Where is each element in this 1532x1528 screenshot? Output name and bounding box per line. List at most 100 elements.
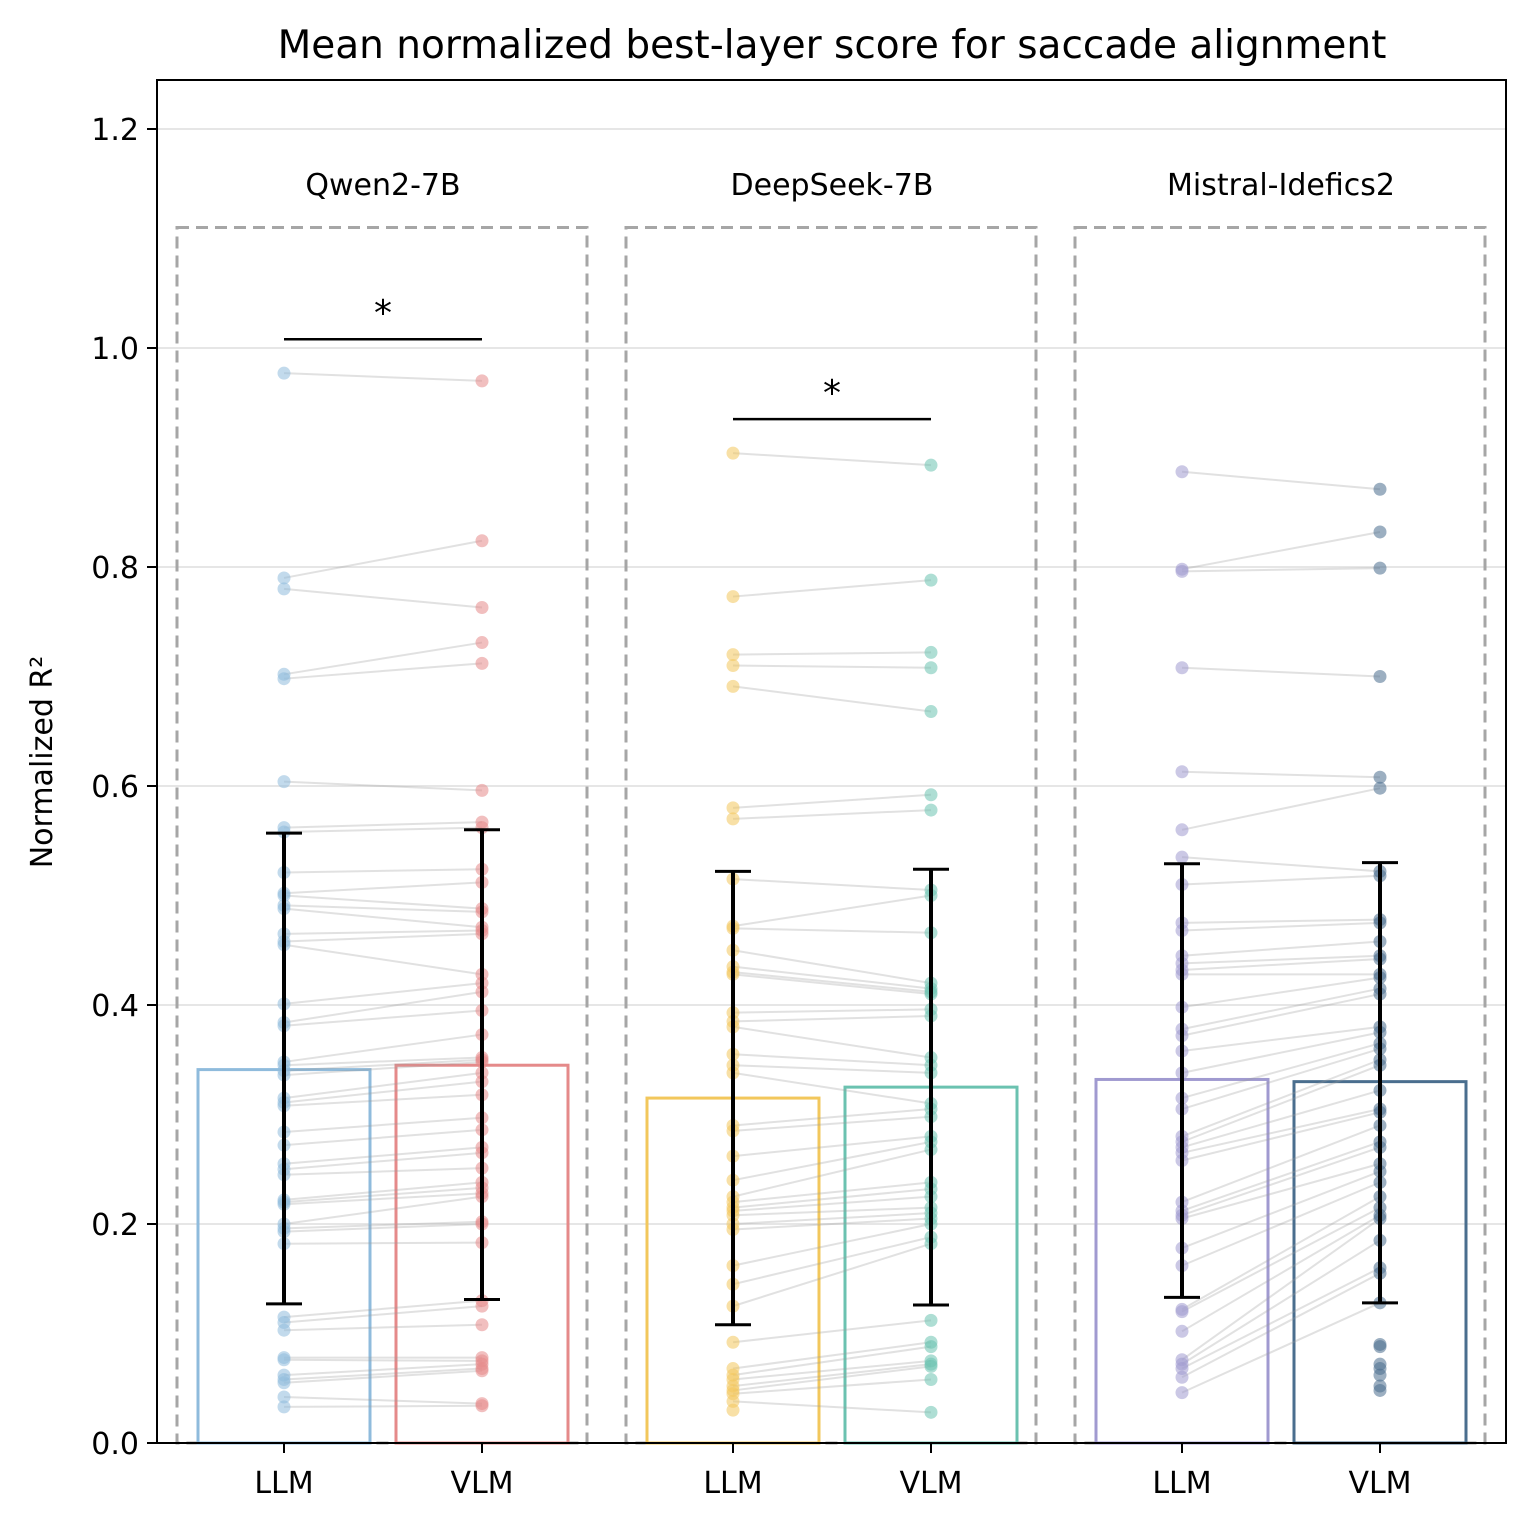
paired-line: [732, 685, 932, 713]
group-label: Qwen2-7B: [305, 168, 460, 203]
data-point: [1175, 465, 1189, 479]
x-tick-label: VLM: [450, 1466, 513, 1501]
data-point: [475, 374, 489, 388]
paired-line: [283, 539, 483, 579]
paired-line: [1181, 856, 1381, 873]
y-tick-label: 0.2: [91, 1208, 139, 1243]
paired-line: [283, 1009, 483, 1027]
paired-line: [732, 1359, 932, 1381]
data-point: [924, 645, 938, 659]
paired-line: [732, 793, 932, 809]
data-point: [475, 534, 489, 548]
paired-line: [732, 1008, 932, 1014]
data-point: [924, 1405, 938, 1419]
paired-line: [732, 1014, 932, 1023]
paired-line: [1181, 1162, 1381, 1220]
paired-line: [732, 452, 932, 467]
paired-line: [283, 904, 483, 913]
data-point: [1175, 661, 1189, 675]
paired-line: [732, 1064, 932, 1074]
data-point: [726, 659, 740, 673]
paired-line: [1181, 954, 1381, 965]
paired-line: [283, 1396, 483, 1405]
data-point: [1373, 770, 1387, 784]
data-point: [726, 812, 740, 826]
paired-line: [1181, 1140, 1381, 1212]
paired-lines: [283, 372, 1381, 1414]
data-point: [475, 1299, 489, 1313]
paired-line: [732, 1053, 932, 1067]
paired-line: [283, 1369, 483, 1384]
paired-line: [283, 982, 483, 1005]
paired-line: [732, 1378, 932, 1395]
error-bars: [266, 828, 1398, 1327]
paired-line: [283, 990, 483, 1024]
group-label: Mistral-Idefics2: [1167, 168, 1395, 203]
paired-line: [283, 1128, 483, 1147]
paired-line: [732, 809, 932, 820]
paired-line: [283, 1404, 483, 1408]
paired-line: [1181, 1064, 1381, 1143]
paired-line: [283, 881, 483, 895]
paired-line: [283, 1181, 483, 1201]
paired-line: [1181, 770, 1381, 779]
data-point: [1373, 561, 1387, 575]
y-tick-label: 0.0: [91, 1427, 139, 1462]
plot-frame: [156, 79, 1507, 1444]
y-tick-label: 0.8: [91, 551, 139, 586]
data-point: [277, 582, 291, 596]
paired-line: [283, 821, 483, 829]
paired-line: [283, 894, 483, 910]
paired-line: [283, 1056, 483, 1067]
paired-line: [283, 1367, 483, 1381]
paired-line: [283, 1033, 483, 1063]
significance-star: *: [374, 293, 392, 334]
data-point: [924, 573, 938, 587]
data-point: [475, 656, 489, 670]
data-point: [726, 1403, 740, 1417]
data-point: [924, 788, 938, 802]
data-point: [726, 801, 740, 815]
paired-line: [732, 1341, 932, 1370]
data-point: [1175, 823, 1189, 837]
paired-line: [283, 868, 483, 874]
paired-line: [732, 664, 932, 669]
paired-line: [732, 1181, 932, 1204]
paired-line: [283, 943, 483, 976]
data-point: [1373, 525, 1387, 539]
paired-line: [732, 1140, 932, 1182]
x-tick-label: LLM: [703, 1466, 762, 1501]
paired-line: [732, 651, 932, 656]
paired-line: [1181, 1111, 1381, 1162]
paired-line: [283, 1151, 483, 1171]
paired-line: [283, 1071, 483, 1100]
paired-line: [283, 907, 483, 929]
paired-line: [283, 372, 483, 382]
data-point: [726, 648, 740, 662]
paired-line: [1181, 987, 1381, 1031]
paired-line: [283, 1060, 483, 1077]
data-point: [1175, 564, 1189, 578]
paired-line: [283, 1323, 483, 1332]
paired-line: [732, 1236, 932, 1286]
x-tick-label: LLM: [254, 1466, 313, 1501]
paired-line: [1181, 1047, 1381, 1110]
paired-line: [732, 1108, 932, 1127]
paired-line: [1181, 530, 1381, 571]
data-point: [1373, 1340, 1387, 1354]
data-point: [726, 446, 740, 460]
paired-line: [283, 1358, 483, 1362]
paired-line: [732, 949, 932, 985]
paired-line: [283, 1146, 483, 1165]
data-point: [475, 1364, 489, 1378]
data-point: [924, 705, 938, 719]
data-point: [924, 1359, 938, 1373]
axes: 0.0 0.2 0.4 0.6 0.8 1.0 1.2 LLM VLM LLM VLM LLM VLM: [91, 79, 1507, 1501]
data-point: [475, 1399, 489, 1413]
paired-line: [1181, 940, 1381, 957]
paired-line: [1181, 921, 1381, 932]
paired-line: [732, 1319, 932, 1344]
paired-line: [732, 1365, 932, 1392]
paired-line: [283, 1093, 483, 1107]
